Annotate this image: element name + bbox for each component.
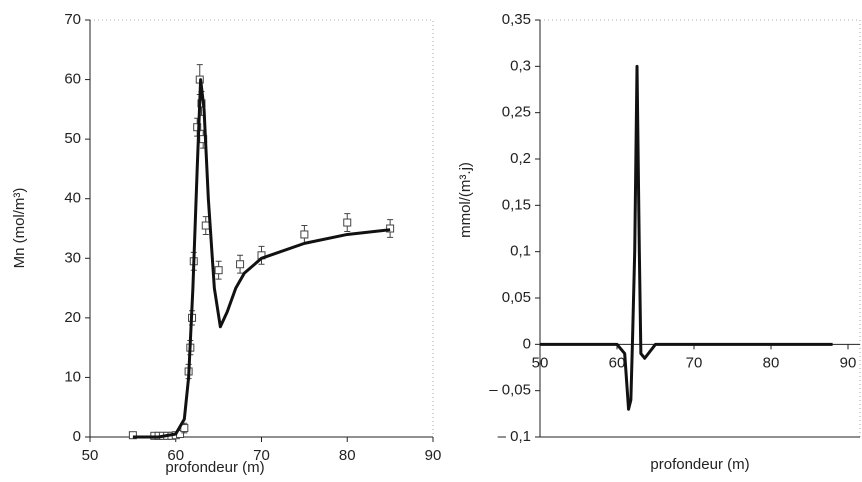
x-tick-label: 60 <box>609 354 626 371</box>
y-tick-label: 20 <box>64 309 81 326</box>
x-tick-label: 70 <box>253 447 270 464</box>
x-axis-title: profondeur (m) <box>165 459 264 476</box>
y-tick-label: 0,35 <box>502 11 531 28</box>
y-tick-label: 0,2 <box>510 150 531 167</box>
y-tick-label: – 0,1 <box>498 428 531 445</box>
y-tick-label: 50 <box>64 130 81 147</box>
y-tick-label: 0 <box>73 428 81 445</box>
y-axis-title: Mn (mol/m³) <box>11 188 28 269</box>
data-point <box>236 260 245 269</box>
x-tick-label: 90 <box>840 354 857 371</box>
y-tick-label: 0 <box>523 335 531 352</box>
y-tick-label: 0,05 <box>502 289 531 306</box>
y-tick-label: 40 <box>64 190 81 207</box>
x-tick-label: 50 <box>532 354 549 371</box>
line <box>540 64 833 411</box>
data-point <box>201 221 210 230</box>
x-tick-label: 80 <box>763 354 780 371</box>
y-tick-label: 10 <box>64 368 81 385</box>
y-tick-label: 0,25 <box>502 104 531 121</box>
x-tick-label: 70 <box>686 354 703 371</box>
y-tick-label: 0,3 <box>510 57 531 74</box>
x-tick-label: 60 <box>167 447 184 464</box>
y-tick-label: – 0,05 <box>489 382 531 399</box>
line <box>132 78 391 439</box>
data-point <box>300 230 309 239</box>
x-tick-label: 90 <box>425 447 442 464</box>
data-point <box>386 224 395 233</box>
y-tick-label: 0,1 <box>510 243 531 260</box>
x-tick-label: 80 <box>339 447 356 464</box>
data-point <box>128 431 137 440</box>
x-tick-label: 50 <box>82 447 99 464</box>
y-tick-label: 70 <box>64 11 81 28</box>
y-axis-title: mmol/(m³.j) <box>457 162 474 238</box>
plot-frame <box>89 19 434 438</box>
y-tick-label: 30 <box>64 249 81 266</box>
y-tick-label: 0,15 <box>502 196 531 213</box>
x-axis-title: profondeur (m) <box>650 456 749 473</box>
y-tick-label: 60 <box>64 71 81 88</box>
data-point <box>343 218 352 227</box>
data-point <box>214 266 223 275</box>
